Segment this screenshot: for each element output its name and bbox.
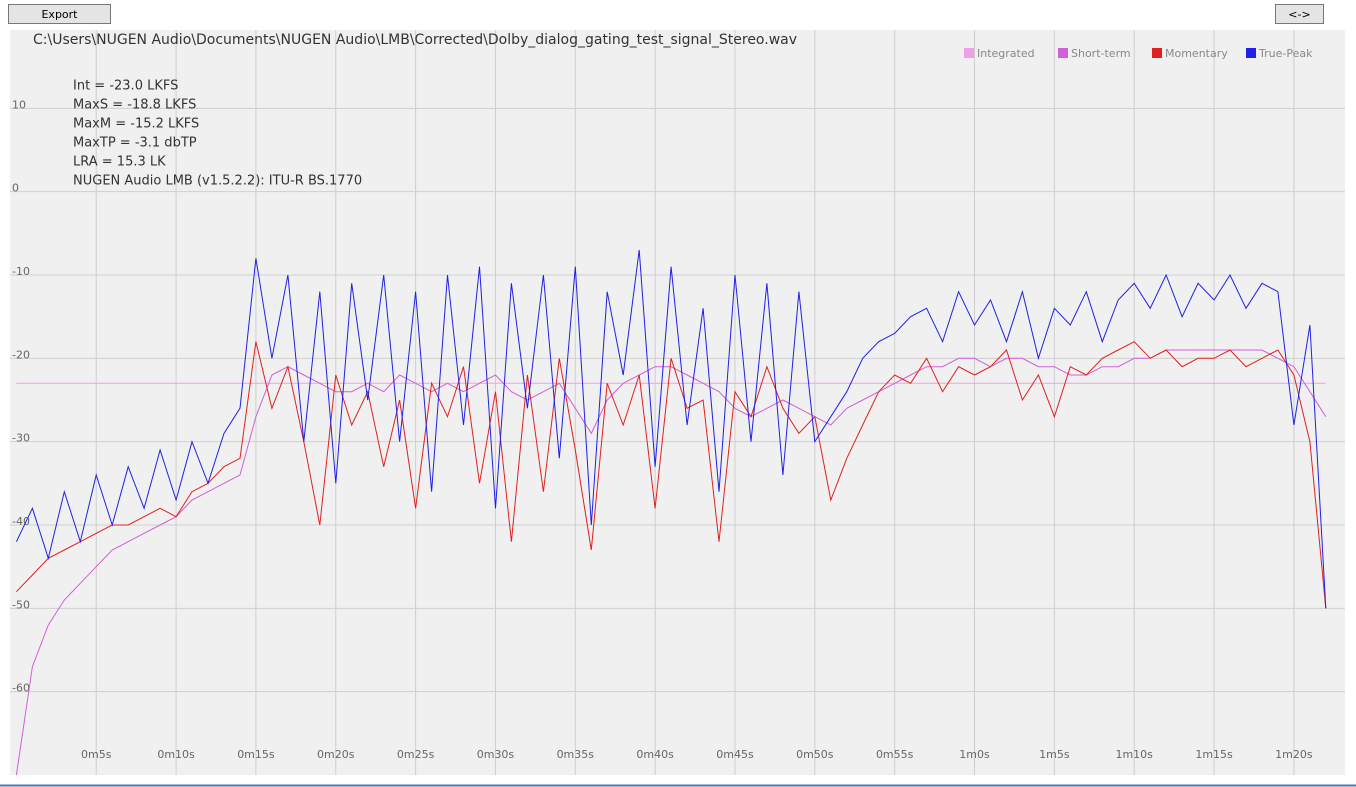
- x-tick-label: 0m50s: [796, 748, 834, 761]
- x-tick-label: 1m10s: [1115, 748, 1153, 761]
- x-tick-label: 0m10s: [157, 748, 195, 761]
- stat-line: NUGEN Audio LMB (v1.5.2.2): ITU-R BS.177…: [73, 174, 362, 189]
- y-tick-label: 0: [12, 182, 19, 195]
- x-tick-label: 0m40s: [636, 748, 674, 761]
- x-tick-label: 1m0s: [959, 748, 990, 761]
- x-tick-label: 0m15s: [237, 748, 275, 761]
- y-tick-label: -40: [12, 515, 30, 528]
- legend-label: Short-term: [1071, 47, 1131, 60]
- legend-label: True-Peak: [1258, 47, 1313, 60]
- x-tick-label: 0m55s: [876, 748, 914, 761]
- x-tick-label: 0m20s: [317, 748, 355, 761]
- stat-line: LRA = 15.3 LK: [73, 155, 166, 170]
- stat-line: MaxS = -18.8 LKFS: [73, 98, 196, 113]
- stat-line: MaxM = -15.2 LKFS: [73, 117, 199, 132]
- stat-line: Int = -23.0 LKFS: [73, 79, 178, 94]
- x-tick-label: 0m25s: [397, 748, 435, 761]
- toggle-button[interactable]: <->: [1275, 4, 1324, 24]
- series-line: [16, 341, 1327, 609]
- x-tick-label: 1m5s: [1039, 748, 1070, 761]
- legend-swatch: [1152, 48, 1162, 58]
- legend-label: Integrated: [977, 47, 1035, 60]
- series-line: [15, 249, 1327, 609]
- y-tick-label: 10: [12, 98, 26, 111]
- x-tick-label: 0m35s: [557, 748, 595, 761]
- y-tick-label: -20: [12, 348, 30, 361]
- plot-background: [10, 30, 1345, 775]
- y-tick-label: -30: [12, 432, 30, 445]
- y-tick-label: -60: [12, 682, 30, 695]
- chart-title: C:\Users\NUGEN Audio\Documents\NUGEN Aud…: [33, 32, 797, 48]
- x-tick-label: 0m45s: [716, 748, 754, 761]
- legend-label: Momentary: [1165, 47, 1228, 60]
- x-tick-label: 1m15s: [1195, 748, 1233, 761]
- x-tick-label: 0m5s: [81, 748, 112, 761]
- x-tick-label: 0m30s: [477, 748, 515, 761]
- y-tick-label: -10: [12, 265, 30, 278]
- legend-swatch: [1246, 48, 1256, 58]
- stat-line: MaxTP = -3.1 dbTP: [73, 136, 197, 151]
- series-line: [15, 349, 1327, 776]
- y-tick-label: -50: [12, 598, 30, 611]
- export-button[interactable]: Export: [8, 4, 111, 24]
- x-tick-label: 1m20s: [1275, 748, 1313, 761]
- legend-swatch: [1058, 48, 1068, 58]
- legend-swatch: [964, 48, 974, 58]
